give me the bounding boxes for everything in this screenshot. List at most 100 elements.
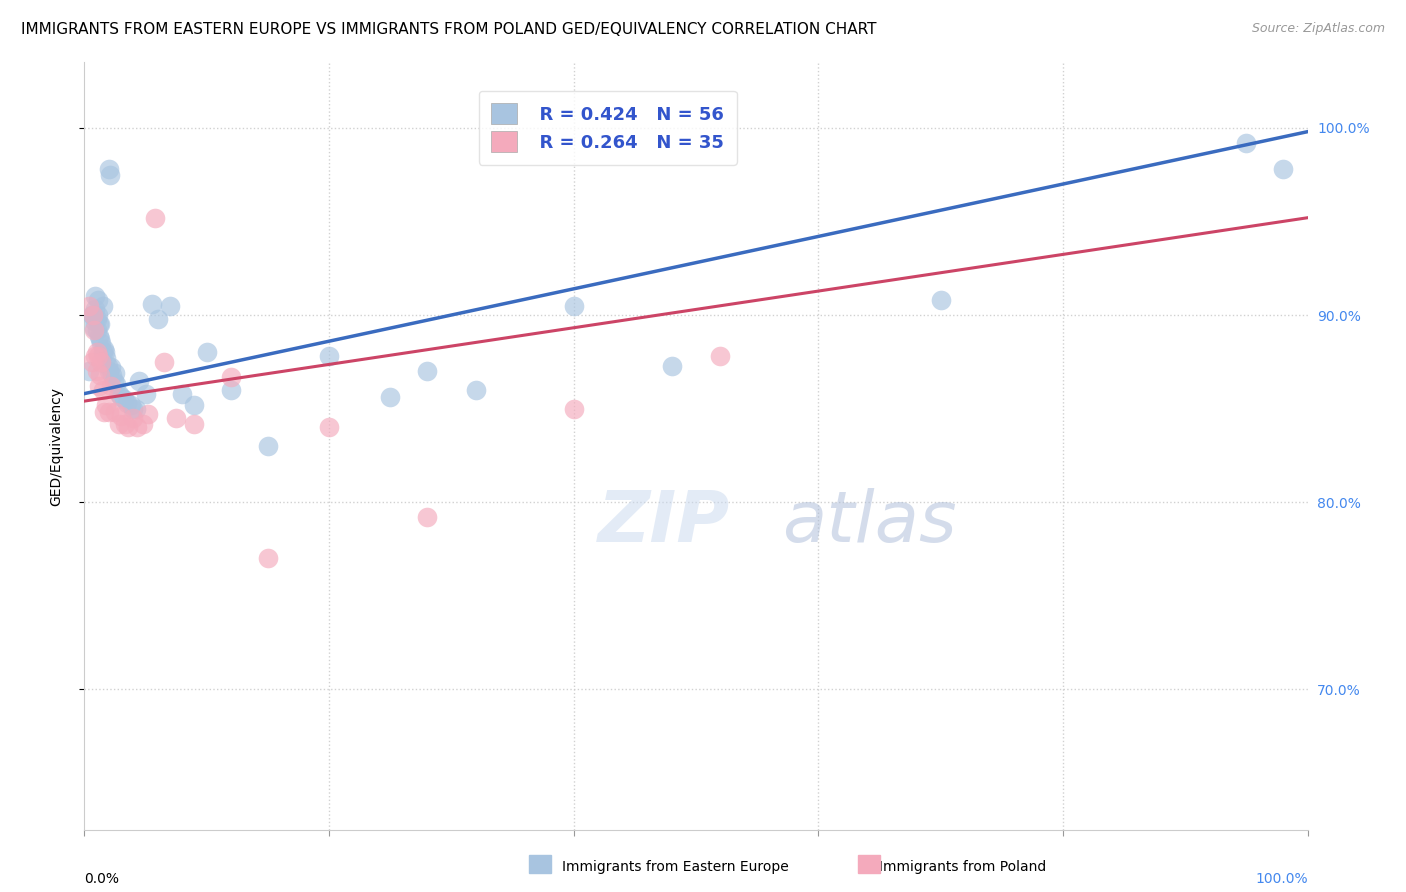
Point	[77, 364, 100, 378]
Point	[172, 386, 194, 401]
Point	[103, 374, 125, 388]
Point	[86, 345, 108, 359]
Point	[122, 411, 145, 425]
Point	[86, 323, 108, 337]
Point	[86, 311, 108, 326]
Point	[709, 349, 731, 363]
Point	[1272, 162, 1295, 177]
Point	[89, 368, 111, 382]
Text: Immigrants from Poland: Immigrants from Poland	[879, 860, 1046, 874]
Point	[89, 318, 111, 332]
Point	[80, 355, 103, 369]
Point	[562, 401, 585, 416]
Point	[1236, 136, 1258, 150]
Point	[257, 439, 280, 453]
Point	[929, 293, 952, 307]
Point	[89, 332, 111, 346]
Point	[87, 379, 110, 393]
Text: 100.0%: 100.0%	[1256, 871, 1308, 886]
Point	[86, 364, 108, 378]
Point	[318, 349, 340, 363]
Point	[318, 420, 340, 434]
Point	[141, 297, 163, 311]
Point	[87, 293, 110, 307]
Point	[125, 420, 148, 434]
Point	[100, 360, 122, 375]
Point	[98, 168, 121, 182]
Point	[105, 377, 128, 392]
Point	[183, 417, 205, 431]
Point	[107, 386, 129, 401]
Point	[93, 342, 115, 356]
Point	[122, 401, 145, 416]
Point	[91, 299, 114, 313]
Point	[416, 510, 439, 524]
Point	[183, 398, 205, 412]
Point	[135, 386, 157, 401]
Point	[80, 308, 103, 322]
Point	[84, 289, 107, 303]
Point	[104, 366, 127, 380]
Point	[110, 409, 132, 423]
Point	[84, 302, 107, 317]
Point	[416, 364, 439, 378]
Point	[257, 551, 280, 566]
Point	[90, 336, 112, 351]
Point	[97, 364, 120, 378]
Point	[77, 299, 100, 313]
Point	[114, 417, 136, 431]
Point	[195, 345, 218, 359]
Text: atlas: atlas	[782, 488, 956, 558]
Point	[146, 311, 169, 326]
Text: 0.0%: 0.0%	[84, 871, 120, 886]
Point	[87, 349, 110, 363]
Point	[96, 351, 118, 365]
Point	[104, 405, 127, 419]
Point	[464, 383, 486, 397]
Point	[100, 379, 122, 393]
Point	[91, 345, 114, 359]
Point	[82, 308, 104, 322]
Point	[115, 396, 138, 410]
Point	[661, 359, 683, 373]
Point	[82, 308, 104, 322]
Point	[97, 359, 120, 373]
Point	[380, 390, 402, 404]
Point	[159, 299, 181, 313]
Point	[94, 345, 117, 359]
Point	[107, 417, 129, 431]
Point	[91, 383, 114, 397]
Point	[153, 355, 176, 369]
Point	[143, 211, 166, 225]
Point	[165, 411, 187, 425]
Point	[84, 349, 107, 363]
Legend:   R = 0.424   N = 56,   R = 0.264   N = 35: R = 0.424 N = 56, R = 0.264 N = 35	[478, 91, 737, 165]
Point	[83, 313, 105, 327]
Point	[562, 299, 585, 313]
Text: ZIP: ZIP	[598, 488, 730, 558]
Point	[87, 308, 110, 322]
Point	[219, 383, 242, 397]
Point	[83, 323, 105, 337]
Point	[128, 374, 150, 388]
Point	[132, 417, 155, 431]
Point	[97, 405, 120, 419]
Text: IMMIGRANTS FROM EASTERN EUROPE VS IMMIGRANTS FROM POLAND GED/EQUIVALENCY CORRELA: IMMIGRANTS FROM EASTERN EUROPE VS IMMIGR…	[21, 22, 876, 37]
Point	[112, 392, 135, 407]
Point	[125, 401, 148, 416]
Point	[101, 368, 124, 382]
Y-axis label: GED/Equivalency: GED/Equivalency	[49, 386, 63, 506]
Point	[110, 390, 132, 404]
Point	[90, 355, 112, 369]
Point	[97, 162, 120, 177]
Text: Source: ZipAtlas.com: Source: ZipAtlas.com	[1251, 22, 1385, 36]
Text: Immigrants from Eastern Europe: Immigrants from Eastern Europe	[562, 860, 789, 874]
Point	[219, 369, 242, 384]
Point	[83, 321, 105, 335]
Point	[120, 398, 142, 412]
Point	[136, 407, 159, 421]
Point	[93, 405, 115, 419]
Point	[87, 328, 110, 343]
Point	[117, 420, 139, 434]
Point	[87, 318, 110, 332]
